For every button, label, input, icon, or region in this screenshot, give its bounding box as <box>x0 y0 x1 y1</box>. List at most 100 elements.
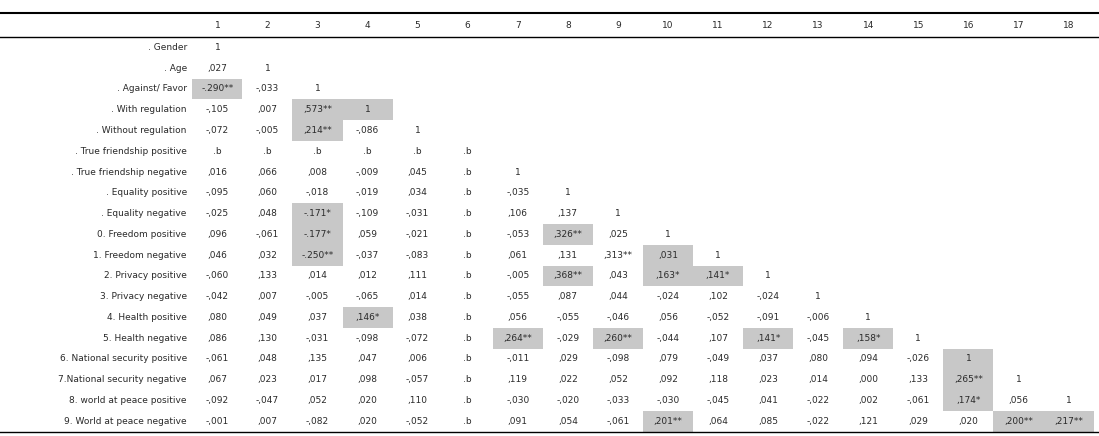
Text: -,009: -,009 <box>356 167 379 177</box>
Text: ,260**: ,260** <box>603 334 632 343</box>
Text: . With regulation: . With regulation <box>111 105 187 114</box>
Text: -,022: -,022 <box>807 417 830 426</box>
Text: ,023: ,023 <box>758 375 778 384</box>
Text: -,098: -,098 <box>356 334 379 343</box>
Text: 7.National security negative: 7.National security negative <box>58 375 187 384</box>
Text: .b: .b <box>464 251 471 259</box>
Text: ,006: ,006 <box>408 354 428 364</box>
Text: -.171*: -.171* <box>303 209 332 218</box>
Bar <box>343 307 392 328</box>
Text: -,024: -,024 <box>656 292 679 301</box>
Text: ,087: ,087 <box>558 292 578 301</box>
Text: ,067: ,067 <box>208 375 227 384</box>
Text: .b: .b <box>464 209 471 218</box>
Text: ,038: ,038 <box>408 313 428 322</box>
Text: ,265**: ,265** <box>954 375 983 384</box>
Text: 1: 1 <box>365 105 370 114</box>
Text: ,020: ,020 <box>357 417 377 426</box>
Text: ,017: ,017 <box>308 375 328 384</box>
Text: ,131: ,131 <box>558 251 578 259</box>
Text: .b: .b <box>464 313 471 322</box>
Text: 1: 1 <box>414 126 421 135</box>
Bar <box>343 99 392 120</box>
Text: -,052: -,052 <box>406 417 430 426</box>
Text: .b: .b <box>464 354 471 364</box>
Text: -,053: -,053 <box>507 230 530 239</box>
Bar <box>943 348 993 369</box>
Bar <box>292 224 343 245</box>
Bar <box>843 328 893 348</box>
Text: ,020: ,020 <box>357 396 377 405</box>
Text: ,052: ,052 <box>608 375 628 384</box>
Text: 1: 1 <box>514 167 521 177</box>
Text: ,047: ,047 <box>357 354 377 364</box>
Text: ,119: ,119 <box>508 375 528 384</box>
Text: -,049: -,049 <box>707 354 730 364</box>
Text: ,045: ,045 <box>408 167 428 177</box>
Text: -,086: -,086 <box>356 126 379 135</box>
Text: . Against/ Favor: . Against/ Favor <box>116 85 187 93</box>
Text: 3. Privacy negative: 3. Privacy negative <box>100 292 187 301</box>
Text: .b: .b <box>263 147 271 156</box>
Text: ,217**: ,217** <box>1054 417 1083 426</box>
Bar <box>643 245 693 266</box>
Text: .b: .b <box>464 334 471 343</box>
Text: -,042: -,042 <box>206 292 229 301</box>
Text: -,095: -,095 <box>206 188 229 198</box>
Text: ,141*: ,141* <box>706 271 730 280</box>
Text: 3: 3 <box>314 20 321 30</box>
Text: 15: 15 <box>912 20 924 30</box>
Text: -,060: -,060 <box>206 271 229 280</box>
Text: ,002: ,002 <box>858 396 878 405</box>
Text: -.250**: -.250** <box>301 251 334 259</box>
Text: -,098: -,098 <box>607 354 630 364</box>
Text: ,029: ,029 <box>909 417 929 426</box>
Text: 0. Freedom positive: 0. Freedom positive <box>98 230 187 239</box>
Text: ,059: ,059 <box>357 230 378 239</box>
Text: -,092: -,092 <box>206 396 229 405</box>
Text: -,005: -,005 <box>507 271 530 280</box>
Text: -,083: -,083 <box>406 251 430 259</box>
Text: 1: 1 <box>665 230 670 239</box>
Text: ,066: ,066 <box>257 167 277 177</box>
Text: .b: .b <box>464 167 471 177</box>
Text: -,024: -,024 <box>756 292 779 301</box>
Text: -,047: -,047 <box>256 396 279 405</box>
Text: .b: .b <box>464 396 471 405</box>
Text: . Equality negative: . Equality negative <box>101 209 187 218</box>
Bar <box>643 266 693 286</box>
Text: . Without regulation: . Without regulation <box>97 126 187 135</box>
Text: ,573**: ,573** <box>303 105 332 114</box>
Text: 8. world at peace positive: 8. world at peace positive <box>69 396 187 405</box>
Text: ,174*: ,174* <box>956 396 980 405</box>
Text: ,029: ,029 <box>558 354 578 364</box>
Text: ,056: ,056 <box>658 313 678 322</box>
Text: -,033: -,033 <box>607 396 630 405</box>
Text: -,105: -,105 <box>206 105 229 114</box>
Text: 10: 10 <box>663 20 674 30</box>
Text: 13: 13 <box>812 20 824 30</box>
Text: ,056: ,056 <box>508 313 528 322</box>
Text: 7: 7 <box>514 20 521 30</box>
Text: .b: .b <box>464 230 471 239</box>
Text: ,014: ,014 <box>808 375 828 384</box>
Text: .b: .b <box>413 147 422 156</box>
Text: ,022: ,022 <box>558 375 578 384</box>
Text: -,055: -,055 <box>556 313 579 322</box>
Text: ,046: ,046 <box>208 251 227 259</box>
Text: ,137: ,137 <box>558 209 578 218</box>
Bar <box>292 99 343 120</box>
Text: 1: 1 <box>214 43 220 52</box>
Text: 6. National security positive: 6. National security positive <box>59 354 187 364</box>
Text: ,102: ,102 <box>708 292 728 301</box>
Text: ,094: ,094 <box>858 354 878 364</box>
Bar <box>943 369 993 390</box>
Text: ,201**: ,201** <box>654 417 682 426</box>
Text: ,118: ,118 <box>708 375 728 384</box>
Text: -,026: -,026 <box>907 354 930 364</box>
Text: ,044: ,044 <box>608 292 628 301</box>
Text: 12: 12 <box>763 20 774 30</box>
Text: -,091: -,091 <box>756 313 779 322</box>
Text: .b: .b <box>313 147 322 156</box>
Bar <box>993 411 1043 432</box>
